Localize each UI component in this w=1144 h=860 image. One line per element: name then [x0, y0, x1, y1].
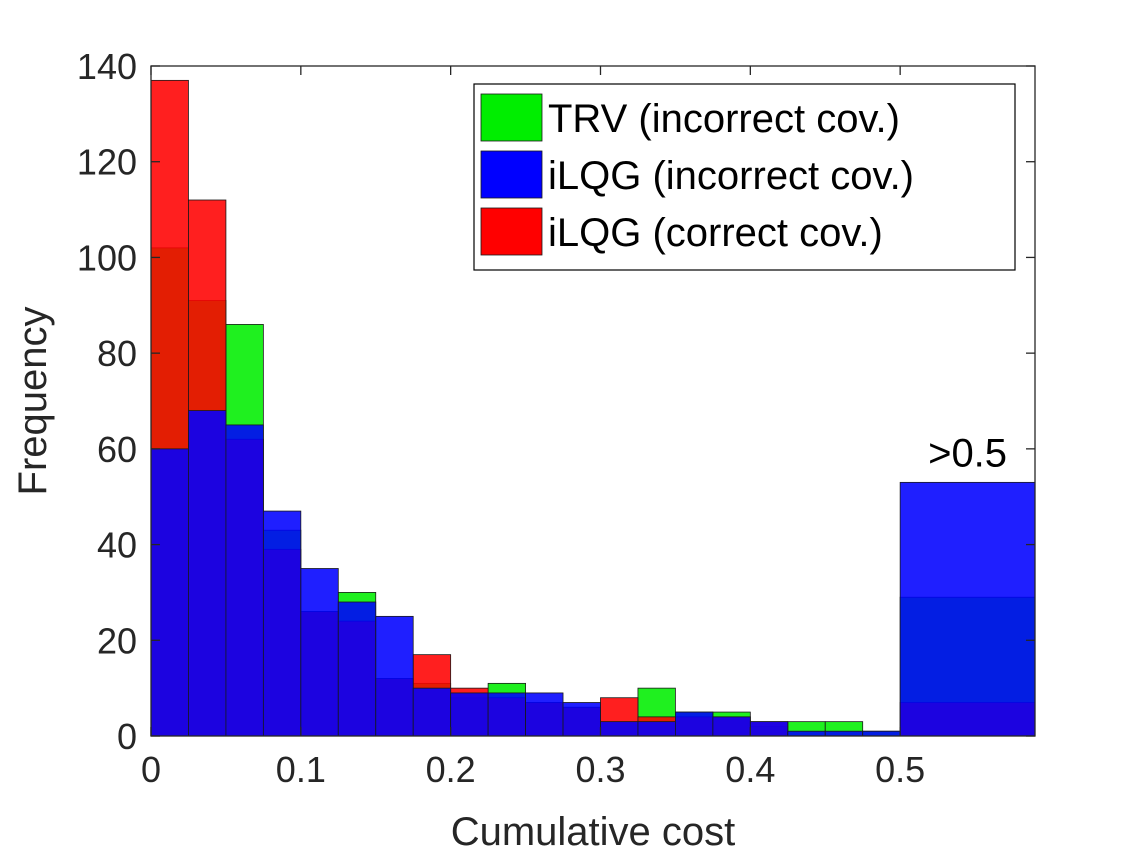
- bar-ilqg-incorrect-bin-0: [150, 448, 189, 737]
- bar-ilqg-incorrect-bin-8: [450, 692, 489, 737]
- bar-ilqg-incorrect-bin-11: [562, 702, 601, 737]
- bars-layer: [150, 79, 1036, 737]
- bar-ilqg-incorrect-bin-3: [262, 510, 302, 737]
- y-tick-label: 0: [117, 716, 137, 757]
- x-axis-label: Cumulative cost: [451, 810, 736, 854]
- overflow-bin-label: >0.5: [928, 431, 1007, 475]
- bar-ilqg-incorrect-bin-9: [487, 692, 526, 737]
- y-tick-label: 100: [77, 237, 137, 278]
- bar-ilqg-incorrect-bin-4: [300, 568, 339, 737]
- bar-ilqg-incorrect-bin-16: [749, 721, 789, 737]
- y-tick-label: 80: [97, 333, 137, 374]
- bar-ilqg-incorrect-bin-1: [188, 410, 227, 737]
- bar-ilqg-incorrect-bin-7: [412, 687, 452, 737]
- tick-labels-layer: 0 20 40 60 80 100 120 140 0 0.1 0.2 0.3 0.4 0.5: [77, 46, 925, 790]
- legend-box: [473, 83, 1016, 271]
- y-tick-label: 120: [77, 142, 137, 183]
- legend: TRV (incorrect cov.) iLQG (incorrect cov…: [473, 83, 1016, 271]
- axes-layer: [150, 65, 1036, 737]
- bar-ilqg-incorrect-bin-13: [637, 721, 676, 737]
- x-tick-label: 0.5: [875, 749, 925, 790]
- bar-ilqg-incorrect-bin-5: [337, 601, 377, 737]
- x-tick-label: 0.2: [426, 749, 476, 790]
- y-tick-label: 40: [97, 525, 137, 566]
- y-tick-label: 60: [97, 429, 137, 470]
- legend-label-ilqg-incorrect: iLQG (incorrect cov.): [548, 154, 914, 198]
- x-tick-label: 0.1: [276, 749, 326, 790]
- bar-ilqg-incorrect-bin-6: [375, 615, 414, 737]
- bar-ilqg-incorrect-bin-18: [824, 730, 864, 737]
- y-axis-label: Frequency: [11, 307, 55, 496]
- legend-swatch-trv: [480, 93, 543, 142]
- bar-ilqg-incorrect-bin-12: [600, 721, 639, 737]
- x-tick-label: 0.4: [725, 749, 775, 790]
- legend-label-ilqg-correct: iLQG (correct cov.): [548, 211, 883, 255]
- bar-ilqg-incorrect-bin-15: [712, 716, 751, 737]
- axes-box: [150, 65, 1036, 737]
- bar-ilqg-incorrect-bin-2: [225, 424, 264, 737]
- bar-ilqg-incorrect-bin-14: [675, 711, 714, 737]
- bar-ilqg-incorrect-bin-17: [787, 730, 826, 737]
- bar-ilqg-incorrect-overflow: [899, 481, 1036, 737]
- bar-ilqg-incorrect-bin-19: [862, 730, 901, 737]
- x-tick-label: 0.3: [575, 749, 625, 790]
- y-tick-label: 20: [97, 620, 137, 661]
- legend-swatch-ilqg-incorrect: [480, 150, 543, 199]
- legend-swatch-ilqg-correct: [480, 207, 543, 256]
- legend-label-trv: TRV (incorrect cov.): [548, 97, 900, 141]
- x-tick-label: 0: [141, 749, 161, 790]
- bar-ilqg-incorrect-bin-10: [525, 692, 564, 737]
- y-tick-label: 140: [77, 46, 137, 87]
